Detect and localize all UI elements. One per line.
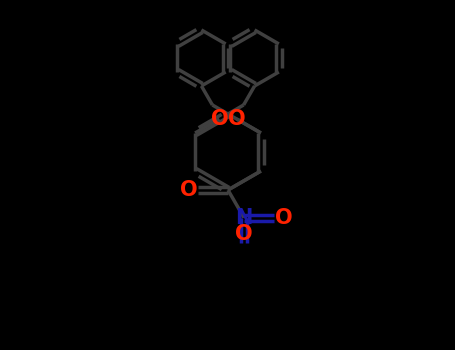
Text: O: O [275, 208, 293, 228]
Text: O: O [180, 180, 198, 200]
Text: O: O [211, 109, 228, 129]
Text: O: O [235, 224, 253, 244]
Text: N: N [235, 208, 253, 228]
Text: O: O [228, 109, 246, 129]
